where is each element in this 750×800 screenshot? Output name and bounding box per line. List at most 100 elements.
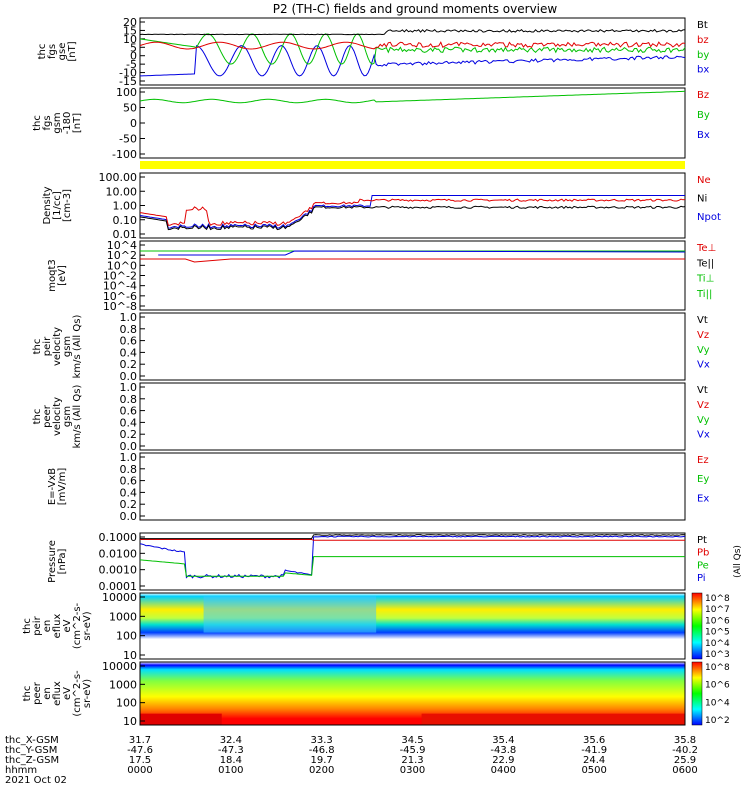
x-tick-label: 31.7 [129, 735, 151, 746]
y-axis-label: thcpeirenefluxeV(cm^2-s-sr-eV) [22, 602, 93, 649]
legend-entry: Ey [697, 474, 709, 485]
panel-4: 10^410^210^010^-210^-410^-610^-8 moqt3[eV… [47, 239, 716, 313]
legend-entry: Vy [697, 345, 710, 356]
legend-entry: Pt [697, 535, 707, 546]
panel-5: 1.00.80.60.40.20.0 thcpeirvelocitygsmkm/s… [32, 311, 710, 383]
panel-3: 100.0010.00 1.000.100.01 Density[1/cc][cm-… [42, 171, 721, 241]
panel-8: 0.1000 0.0100 0.0010 0.0001 Pressure[nPa] Pt P… [47, 531, 743, 593]
trace-ti-perp [158, 250, 686, 256]
legend-entry: Npot [697, 212, 721, 223]
y-tick-label: 100 [116, 86, 137, 99]
y-tick-label: 10^-8 [103, 300, 137, 313]
orbit-status-bar [140, 161, 685, 169]
trace-ni [139, 205, 686, 231]
x-row-label: thc_X-GSM [5, 735, 59, 746]
legend-entry: Vt [697, 315, 708, 326]
x-tick-label: 0500 [581, 765, 606, 776]
legend-entry: Ti⊥ [696, 274, 714, 285]
x-tick-label: -47.6 [127, 745, 153, 756]
x-tick-label: 0300 [400, 765, 425, 776]
x-row-label: thc_Y-GSM [5, 745, 57, 756]
x-tick-label: 24.4 [583, 755, 605, 766]
y-tick-label: 0.8 [120, 323, 138, 336]
panel-2: 100 50 0 -50 -100 thcfgsgsm-180[nT] Bz By Bx [32, 86, 710, 161]
chart-title: P2 (TH-C) fields and ground moments over… [273, 2, 558, 16]
y-tick-label: 0.0 [120, 440, 138, 453]
legend-entry: Vx [697, 430, 710, 441]
y-tick-label: 0.6 [120, 405, 138, 418]
panel-frame [139, 312, 686, 381]
y-axis-label: E=-VxB[mV/m] [47, 468, 68, 506]
legend-entry: Ti|| [696, 289, 712, 300]
y-tick-label: 0.0100 [99, 547, 138, 560]
legend-entry: by [697, 50, 709, 61]
colorbar-tick-label: 10^5 [705, 628, 730, 638]
panel-frame [139, 532, 686, 591]
legend-entry: Ni [697, 194, 707, 205]
x-tick-label: 22.9 [492, 755, 514, 766]
x-tick-label: 0000 [127, 765, 152, 776]
y-tick-label: 1.0 [120, 311, 138, 324]
x-tick-label: 34.5 [401, 735, 423, 746]
y-tick-label: 10 [123, 715, 137, 728]
panel-9: 10^810^710^6 10^510^410^3 10000 1000 100 10 th… [22, 591, 730, 662]
y-tick-label: 1.0 [120, 451, 138, 464]
trace-npot [139, 195, 685, 229]
colorbar-tick-label: 10^6 [705, 616, 730, 626]
trace-by [139, 33, 686, 65]
y-tick-label: 0.4 [120, 346, 138, 359]
colorbar-tick-label: 10^7 [705, 605, 730, 615]
trace-bz [139, 41, 686, 50]
x-tick-label: -47.3 [218, 745, 244, 756]
colorbar-tick-label: 10^2 [705, 716, 730, 726]
trace-pe [139, 556, 685, 577]
legend-entry: Ex [697, 493, 709, 504]
spectrogram-low-energy-patch [140, 713, 222, 725]
spectrogram-low-energy-band [421, 713, 685, 725]
x-tick-label: 35.6 [583, 735, 605, 746]
legend-entry: Vy [697, 415, 710, 426]
panel-frame [139, 382, 686, 451]
y-tick-label: 0.2 [120, 498, 138, 511]
y-axis-label: thcfgsgsm-180[nT] [32, 112, 83, 135]
y-tick-label: -10 [119, 67, 137, 80]
y-tick-label: 0.6 [120, 335, 138, 348]
colorbar [691, 592, 703, 660]
panel-frame [139, 452, 686, 521]
legend-subtitle: (All Qs) [733, 545, 743, 578]
legend-entry: Vx [697, 360, 710, 371]
y-tick-label: 1000 [109, 678, 137, 691]
y-tick-label: 0 [130, 50, 137, 63]
legend-entry: Pe [697, 560, 709, 571]
colorbar-tick-label: 10^8 [705, 594, 730, 604]
legend-entry: By [697, 110, 710, 121]
trace-pb [140, 539, 685, 541]
y-axis-label: thcpeerenefluxeV(cm^2-s-sr-eV) [22, 670, 93, 717]
panel-frame [139, 592, 686, 660]
y-tick-label: 100 [116, 697, 137, 710]
y-tick-label: 10000 [102, 660, 137, 673]
y-axis-label: thcpeirvelocitygsmkm/s (All Qs) [32, 315, 83, 379]
y-tick-label: -5 [126, 58, 137, 71]
y-axis-label: moqt3[eV] [47, 259, 68, 292]
y-tick-label: 0.0010 [99, 564, 138, 577]
y-axis-label: Pressure[nPa] [47, 540, 68, 583]
x-tick-label: 35.4 [492, 735, 514, 746]
y-tick-label: -100 [112, 148, 137, 161]
x-tick-label: -43.8 [490, 745, 516, 756]
y-tick-label: 0.01 [113, 228, 138, 241]
y-tick-label: 0.2 [120, 428, 138, 441]
y-tick-label: 0.0 [120, 510, 138, 523]
y-tick-label: 5 [130, 41, 137, 54]
x-tick-label: 35.8 [674, 735, 696, 746]
y-axis-label: thcpeervelocitygsmkm/s (All Qs) [32, 385, 83, 449]
y-tick-label: 10^4 [107, 239, 137, 252]
trace-ne [139, 198, 686, 226]
panel-10: 10^8 10^6 10^4 10^2 10000 1000 100 10 thcpeerene… [22, 660, 730, 728]
colorbar [691, 661, 703, 726]
trace-te-perp [140, 258, 685, 263]
x-tick-label: -40.2 [672, 745, 698, 756]
y-tick-label: 0.4 [120, 416, 138, 429]
trace-pt [140, 534, 686, 540]
